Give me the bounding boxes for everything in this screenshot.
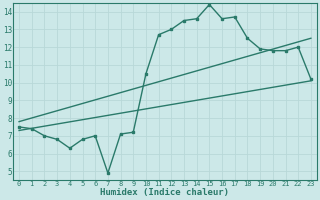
- X-axis label: Humidex (Indice chaleur): Humidex (Indice chaleur): [100, 188, 229, 197]
